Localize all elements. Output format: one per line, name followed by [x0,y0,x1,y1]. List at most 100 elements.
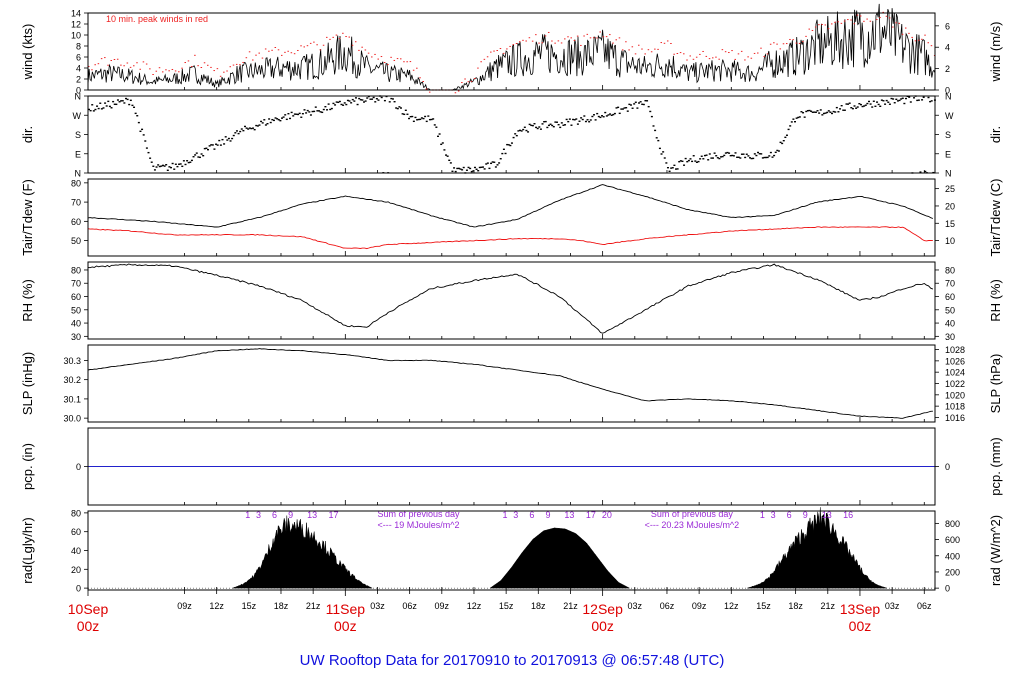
radiation-hour-label: 9 [803,510,808,520]
left-tick-label: 0 [76,86,81,96]
radiation-marks: 1 3 6 9 13 17 Sum of previous day<--- 19 MJoul… [88,507,935,589]
radiation-day-1: 1 3 6 9 13 17 Sum of previous day<--- 19 MJoul… [232,509,460,589]
x-hour-label: 21z [563,601,578,611]
left-tick-label: 0 [76,462,81,472]
rh-line [87,263,934,334]
rh-ticks [84,269,939,339]
pressure-line [87,348,933,419]
x-hour-label: 06z [917,601,932,611]
x-hour-label: 15z [756,601,771,611]
right-tick-label: 400 [945,551,960,561]
radiation-hour-label: 6 [529,510,534,520]
right-tick-label: 1018 [945,402,965,412]
right-tick-label: 6 [945,21,950,31]
chart-title: UW Rooftop Data for 20170910 to 20170913… [300,652,725,669]
radiation-hour-label: 3 [256,510,261,520]
x-day-hour-label: 00z [849,618,872,634]
right-tick-label: 70 [945,279,955,289]
left-tick-label: 20 [71,565,81,575]
right-tick-label: 60 [945,292,955,302]
right-tick-label: 1020 [945,390,965,400]
wind-speed-line [87,3,936,91]
right-tick-label: E [945,149,951,159]
wind-peak-marks [88,11,936,94]
radiation-frame [87,510,936,591]
precip-ticks [84,466,939,505]
radiation-sum-title: Sum of previous day [377,509,460,519]
radiation-hour-label: 3 [513,510,518,520]
radiation-hour-labels: 1 3 6 9 13 17 [245,510,338,520]
x-hour-label: 15z [242,601,257,611]
left-tick-label: 10 [71,31,81,41]
right-tick-label: 1022 [945,379,965,389]
right-tick-label: 20 [945,201,955,211]
left-tick-label: 70 [71,279,81,289]
radiation-hour-label: 16 [843,510,853,520]
radiation-day-2: 1 3 6 9 13 17 20 Sum of previous day<--- 20.23 … [489,509,739,589]
right-axis-title: rad (W/m^2) [988,515,1003,586]
left-tick-label: 40 [71,546,81,556]
right-tick-label: 1024 [945,368,965,378]
right-axis-title: pcp. (mm) [988,437,1003,496]
radiation-hour-label: 1 [503,510,508,520]
pressure-marks [87,348,933,419]
radiation-day-3: 1 3 6 9 13 16 [747,507,887,589]
left-tick-label: 50 [71,236,81,246]
radiation-hour-label: 9 [545,510,550,520]
rh-marks [87,263,934,334]
right-tick-label: 15 [945,219,955,229]
direction-frame [87,95,936,174]
right-axis-title: RH (%) [988,279,1003,322]
right-tick-label: 0 [945,584,950,594]
panel-temperature: 50 60 70 80 10 15 20 25 Tair/Tdew (F) Tair/Tdew (… [20,178,1003,256]
left-tick-label: 60 [71,292,81,302]
radiation-hour-label: 6 [787,510,792,520]
right-tick-label: N [945,92,952,102]
left-axis-title: rad(Lgly/hr) [20,517,35,583]
right-tick-label: 50 [945,305,955,315]
left-tick-label: 30.3 [63,356,81,366]
left-tick-label: 80 [71,178,81,188]
left-tick-label: 80 [71,265,81,275]
direction-ticks [84,95,939,174]
x-day-hour-label: 00z [77,618,100,634]
right-tick-label: N [945,169,952,179]
x-hour-label: 09z [177,601,192,611]
radiation-hour-label: 1 [245,510,250,520]
left-tick-label: 60 [71,527,81,537]
right-axis-title: dir. [988,126,1003,143]
wind-frame [87,12,936,91]
left-tick-label: 14 [71,9,81,19]
radiation-hour-labels: 1 3 6 9 13 17 20 [503,510,612,520]
right-tick-label: 200 [945,567,960,577]
right-tick-label: 600 [945,535,960,545]
x-hour-label: 18z [531,601,546,611]
left-tick-label: 30 [71,332,81,342]
left-tick-label: 70 [71,198,81,208]
radiation-hour-label: 1 [760,510,765,520]
air-temperature-line [87,184,934,228]
right-tick-label: 4 [945,43,950,53]
dewpoint-line [87,226,933,250]
left-axis-title: wind (kts) [20,24,35,81]
left-tick-label: S [75,130,81,140]
x-hour-label: 06z [660,601,675,611]
right-tick-label: 2 [945,64,950,74]
right-tick-label: S [945,130,951,140]
right-tick-label: 80 [945,265,955,275]
right-axis-title: SLP (hPa) [988,354,1003,414]
x-axis: 09z 12z 15z 18z 21z 03z 06z 09z 12z 15z 18z 21z 03z 0… [68,590,932,634]
left-tick-label: 6 [76,53,81,63]
radiation-hour-label: 6 [272,510,277,520]
left-tick-label: 30.1 [63,394,81,404]
direction-marks [88,95,936,174]
x-hour-label: 09z [692,601,707,611]
x-hour-label: 18z [274,601,289,611]
x-hour-label: 03z [628,601,643,611]
radiation-sum-title: Sum of previous day [651,509,734,519]
